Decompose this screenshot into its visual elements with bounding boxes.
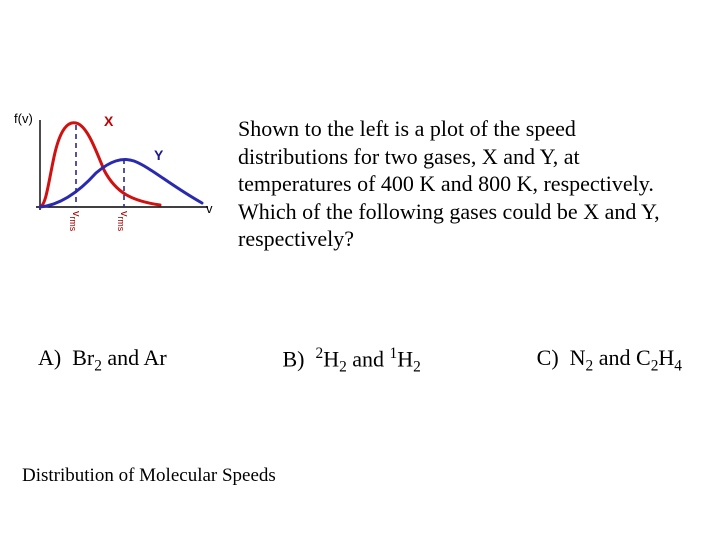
curve-label-y: Y bbox=[154, 147, 163, 163]
answer-a: A) Br2 and Ar bbox=[38, 345, 167, 377]
vrms-label-y: vrms bbox=[116, 211, 130, 231]
question-text: Shown to the left is a plot of the speed… bbox=[238, 115, 678, 253]
answer-c-letter: C) bbox=[537, 345, 559, 370]
answer-a-letter: A) bbox=[38, 345, 61, 370]
answer-b: B) 2H2 and 1H2 bbox=[282, 345, 420, 377]
speed-distribution-chart: f(v) v X Y vrms vrms bbox=[20, 115, 220, 255]
answer-c: C) N2 and C2H4 bbox=[537, 345, 682, 377]
curve-label-x: X bbox=[104, 113, 113, 129]
x-axis-label: v bbox=[206, 201, 213, 216]
slide-footer: Distribution of Molecular Speeds bbox=[22, 465, 276, 487]
y-axis-label: f(v) bbox=[14, 111, 33, 126]
answer-choices: A) Br2 and Ar B) 2H2 and 1H2 C) N2 and C… bbox=[38, 345, 682, 377]
vrms-label-x: vrms bbox=[68, 211, 82, 231]
answer-b-letter: B) bbox=[282, 346, 304, 371]
